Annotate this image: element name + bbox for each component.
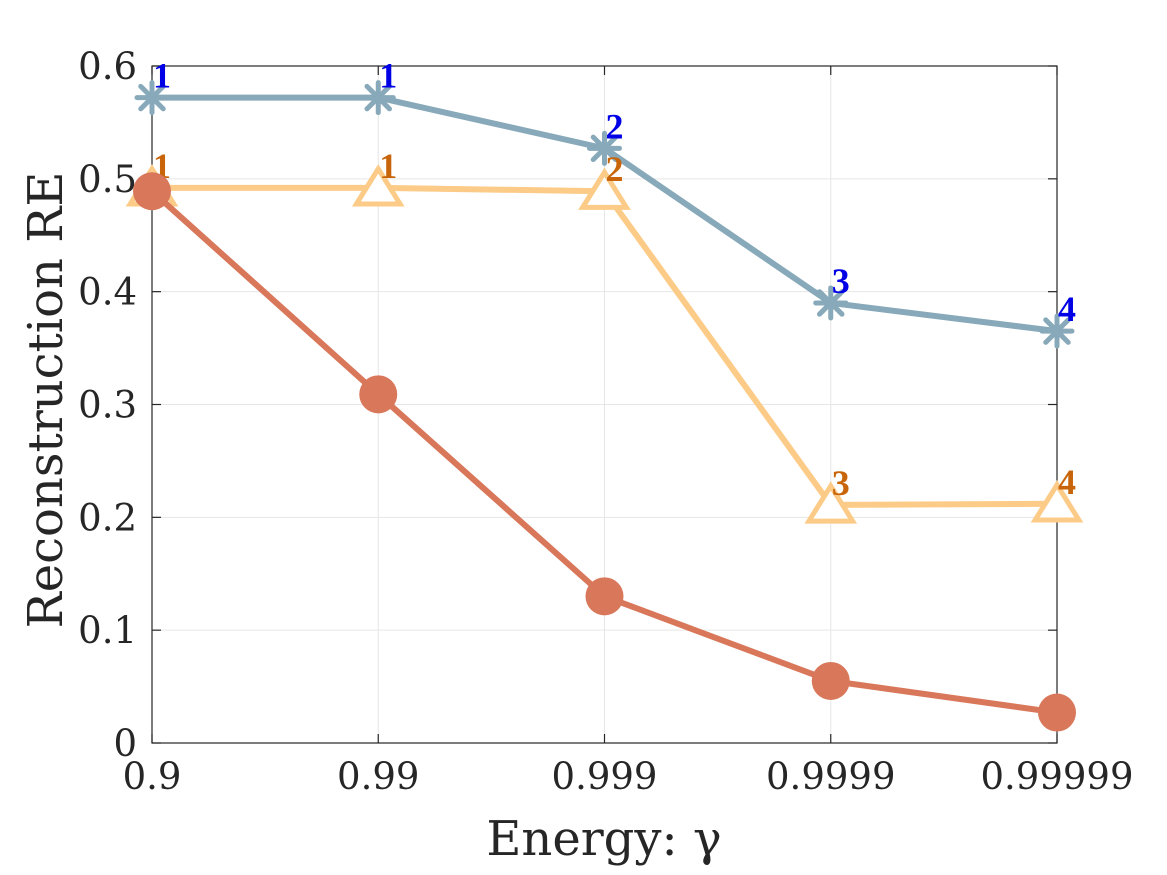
asterisk-marker [813, 285, 849, 321]
rank-label: 4 [1058, 289, 1076, 329]
x-tick-label: 0.99999 [980, 755, 1133, 798]
asterisk-marker [587, 130, 622, 166]
rank-label: 3 [832, 463, 850, 503]
x-tick-label: 0.999 [552, 755, 658, 798]
y-tick-label: 0.4 [78, 271, 137, 314]
rank-label: 1 [379, 146, 397, 186]
y-axis-label: Reconstruction RE [18, 172, 74, 629]
triangle-series: 1 1 23 4 [125, 146, 1084, 524]
asterisk-stroke [138, 83, 166, 112]
y-tick-label: 0 [113, 722, 137, 765]
x-tick-label: 0.99 [337, 755, 419, 798]
x-axis-label: Energy: γ [486, 811, 721, 867]
rank-label: 4 [1058, 462, 1076, 502]
asterisk-stroke [364, 83, 392, 112]
rank-label: 2 [606, 149, 624, 189]
y-tick-label: 0.6 [78, 45, 137, 88]
ticks: 0.9 0.99 0.999 0.9999 0.99999 0 0.1 0.2 0.3 0.4 0.… [78, 45, 1133, 798]
x-tick-label: 0.9 [123, 755, 182, 798]
asterisk-marker [134, 80, 170, 116]
circle-marker [811, 661, 850, 700]
circle-marker [359, 375, 398, 414]
asterisk-marker [1039, 313, 1075, 349]
y-tick-label: 0.3 [78, 384, 137, 427]
asterisk-stroke [817, 289, 845, 317]
circle-marker [133, 172, 171, 211]
triangle-marker [351, 164, 405, 207]
rank-label: 1 [379, 56, 397, 96]
asterisk-series: 1 1 2 3 4 [134, 56, 1076, 349]
asterisk-marker [360, 80, 396, 116]
y-tick-label: 0.5 [78, 158, 137, 201]
circle-marker [585, 577, 624, 616]
triangle-marker [578, 167, 631, 210]
circle-series [133, 172, 1076, 732]
rank-label: 2 [606, 106, 624, 146]
y-tick-label: 0.1 [78, 609, 137, 652]
rank-label: 3 [832, 261, 850, 301]
triangle-marker [1030, 480, 1084, 523]
asterisk-stroke [1043, 317, 1071, 345]
y-tick-label: 0.2 [78, 496, 137, 539]
x-tick-label: 0.9999 [766, 755, 895, 798]
circle-marker [1038, 693, 1076, 732]
rank-label: 1 [153, 56, 171, 96]
triangle-marker [804, 481, 858, 524]
asterisk-stroke [590, 134, 619, 163]
